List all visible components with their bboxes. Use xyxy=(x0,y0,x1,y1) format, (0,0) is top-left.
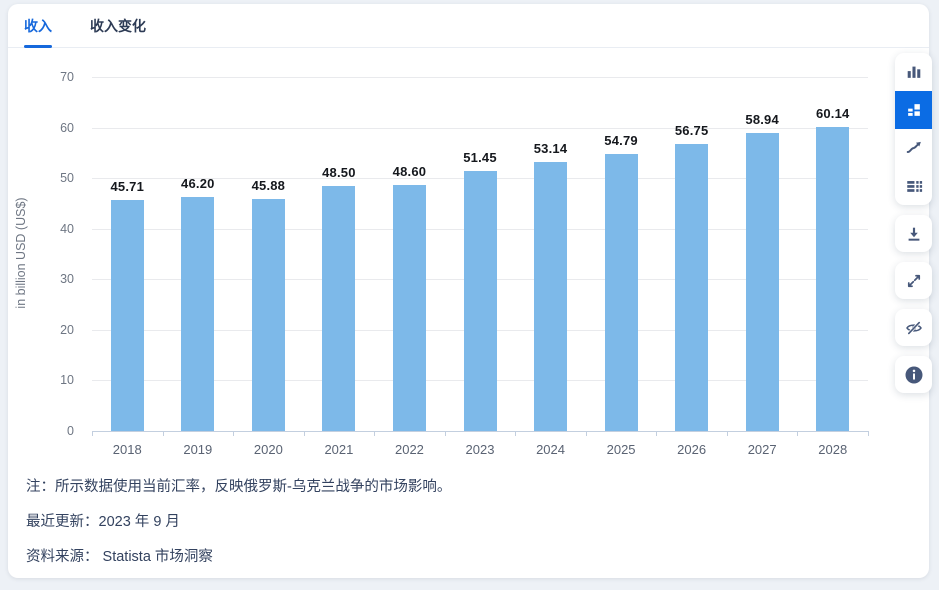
bar-value-label: 54.79 xyxy=(604,132,638,148)
chart-area: in billion USD (US$) 0 10 20 30 40 50 60 70 45.… xyxy=(8,48,929,472)
bar-2027[interactable] xyxy=(745,132,779,431)
bar-2021[interactable] xyxy=(322,185,356,431)
bar-2025[interactable] xyxy=(604,153,638,431)
fullscreen-icon xyxy=(907,274,920,287)
footnotes: 注：所示数据使用当前汇率，反映俄罗斯-乌克兰战争的市场影响。 最近更新：2023… xyxy=(26,470,849,575)
y-tick-label: 10 xyxy=(60,373,74,388)
x-tick-label: 2020 xyxy=(253,442,283,457)
bar-value-label: 46.20 xyxy=(181,176,215,192)
x-axis: 2018 2019 2020 2021 2022 2023 2024 2025 2026 2027… xyxy=(92,437,868,461)
x-tick-label: 2023 xyxy=(465,442,495,457)
y-tick-label: 20 xyxy=(60,322,74,337)
gridline xyxy=(92,77,868,78)
line-chart-button[interactable] xyxy=(895,129,932,167)
bar-value-label: 45.71 xyxy=(110,178,145,194)
bar-value-label: 48.60 xyxy=(392,164,427,180)
bar-2019[interactable] xyxy=(181,197,215,431)
bar-value-label: 51.45 xyxy=(463,149,497,165)
x-axis-tick xyxy=(797,431,799,436)
x-axis-tick xyxy=(303,431,305,436)
column-chart-icon xyxy=(907,66,920,78)
footnote-note: 注：所示数据使用当前汇率，反映俄罗斯-乌克兰战争的市场影响。 xyxy=(26,479,452,495)
bar-2028[interactable] xyxy=(816,126,850,431)
x-axis-tick xyxy=(162,431,164,436)
plot-area: 45.71 46.20 45.88 48.50 48.60 51.45 53.14 54.79… xyxy=(92,77,869,436)
bar-value-label: 56.75 xyxy=(674,123,709,139)
chart-toolbar xyxy=(895,53,932,393)
footnote-source: 资料来源： Statista 市场洞察 xyxy=(26,549,213,565)
gridline xyxy=(92,127,868,129)
x-tick-label: 2024 xyxy=(536,442,565,457)
tab-revenue-change-label: 收入变化 xyxy=(90,17,146,34)
bar-2024[interactable] xyxy=(534,162,568,431)
x-tick-label: 2019 xyxy=(183,442,213,457)
gridline xyxy=(92,431,868,432)
x-axis-tick xyxy=(868,431,869,436)
table-button[interactable] xyxy=(895,167,932,205)
y-tick-label: 60 xyxy=(60,120,74,135)
column-chart-button[interactable] xyxy=(895,53,932,91)
y-tick-label: 50 xyxy=(60,171,74,186)
x-tick-label: 2018 xyxy=(112,442,142,457)
y-tick-label: 70 xyxy=(60,70,74,84)
x-axis-tick xyxy=(92,431,93,436)
x-axis-tick xyxy=(233,431,235,436)
tab-bar: 收入 收入变化 xyxy=(8,4,929,48)
eye-off-icon xyxy=(905,320,922,335)
chart-card: 收入 收入变化 in billion USD (US$) 0 10 20 30 40 50… xyxy=(8,4,929,578)
x-axis-tick xyxy=(656,431,658,436)
bar-2023[interactable] xyxy=(463,170,497,431)
bar-value-label: 58.94 xyxy=(745,111,779,127)
download-button[interactable] xyxy=(895,215,932,252)
tab-revenue[interactable]: 收入 xyxy=(24,4,52,48)
x-axis-tick xyxy=(374,431,376,436)
y-tick-label: 0 xyxy=(67,424,74,438)
bar-2020[interactable] xyxy=(251,198,285,431)
bar-2022[interactable] xyxy=(392,185,426,431)
x-tick-label: 2025 xyxy=(606,442,636,457)
fullscreen-button[interactable] xyxy=(895,262,932,299)
bar-value-label: 60.14 xyxy=(815,105,850,121)
block-chart-icon xyxy=(907,104,920,116)
download-icon xyxy=(908,227,919,241)
x-axis-tick xyxy=(585,431,587,436)
block-chart-button[interactable] xyxy=(895,91,932,129)
y-tick-label: 40 xyxy=(60,221,74,236)
info-button[interactable] xyxy=(895,356,932,393)
y-tick-label: 30 xyxy=(60,272,74,287)
line-chart-icon xyxy=(906,141,921,154)
bar-2026[interactable] xyxy=(675,144,709,431)
hide-button[interactable] xyxy=(895,309,932,346)
chart-type-switcher xyxy=(895,53,932,205)
y-axis: 0 10 20 30 40 50 60 70 xyxy=(8,70,80,438)
x-axis-tick xyxy=(726,431,728,436)
x-axis-tick xyxy=(444,431,446,436)
x-axis-tick xyxy=(515,431,517,436)
x-tick-label: 2026 xyxy=(677,442,707,457)
tab-revenue-label: 收入 xyxy=(24,17,52,34)
bar-value-label: 48.50 xyxy=(322,164,356,180)
tab-revenue-change[interactable]: 收入变化 xyxy=(90,4,146,47)
bar-2018[interactable] xyxy=(110,199,144,431)
info-icon xyxy=(905,366,922,383)
x-tick-label: 2027 xyxy=(747,442,777,457)
bar-value-label: 45.88 xyxy=(251,177,286,193)
footnote-updated: 最近更新：2023 年 9 月 xyxy=(26,514,180,530)
bar-value-label: 53.14 xyxy=(533,141,568,157)
x-tick-label: 2028 xyxy=(818,442,848,457)
x-tick-label: 2022 xyxy=(394,442,424,457)
table-icon xyxy=(906,181,922,192)
x-tick-label: 2021 xyxy=(324,442,354,457)
